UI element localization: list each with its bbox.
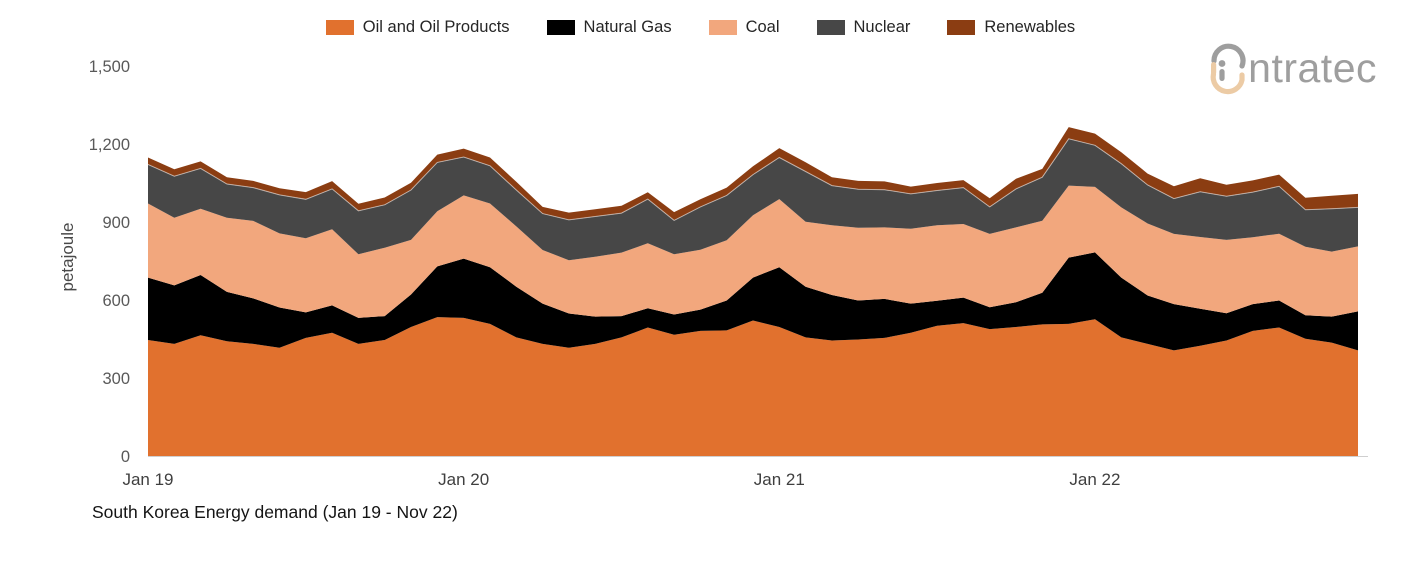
legend-swatch-coal [708,19,737,35]
chart-legend: Oil and Oil Products Natural Gas Coal Nucle… [0,19,1401,36]
y-tick-label-1200: 1,200 [88,136,130,154]
stacked-area-plot[interactable] [148,0,1360,458]
nuclear-renewables-separator [148,138,1359,221]
y-tick-label-600: 600 [102,292,130,310]
legend-swatch-gas [546,19,575,35]
x-tick-label-jan-20: Jan 20 [438,470,490,489]
y-tick-label-900: 900 [102,214,130,232]
legend-item-oil[interactable]: Oil and Oil Products [325,18,510,36]
legend-item-nuclear[interactable]: Nuclear [816,18,911,36]
legend-item-gas[interactable]: Natural Gas [546,18,672,36]
legend-label-oil: Oil and Oil Products [362,18,510,36]
legend-item-renewables[interactable]: Renewables [947,19,1075,36]
area-oil [148,317,1358,457]
legend-item-coal[interactable]: Coal [708,18,780,36]
intratec-logo: ntratec [1207,40,1377,98]
area-nuclear [148,138,1358,261]
legend-label-gas: Natural Gas [583,18,672,36]
legend-label-coal: Coal [745,18,780,36]
logo-text: ntratec [1248,45,1377,91]
legend-label-renewables: Renewables [984,18,1076,36]
legend-swatch-renewables [947,19,976,35]
x-tick-label-jan-22: Jan 22 [1069,470,1121,489]
legend-label-nuclear: Nuclear [853,18,911,36]
y-tick-label-0: 0 [120,448,130,466]
y-axis-title: petajoule [58,222,77,292]
legend-swatch-nuclear [816,19,845,35]
area-renewables [148,127,1358,221]
legend-swatch-oil [325,19,354,35]
area-coal [148,185,1358,318]
x-axis-line [148,456,1368,457]
x-tick-label-jan-21: Jan 21 [753,470,805,489]
chart-caption: South Korea Energy demand (Jan 19 - Nov … [92,502,458,522]
y-tick-label-1500: 1,500 [88,58,130,76]
x-tick-label-jan-19: Jan 19 [122,470,174,489]
y-tick-label-300: 300 [102,370,130,388]
logo-mark-icon [1210,43,1246,95]
area-gas [148,252,1358,351]
